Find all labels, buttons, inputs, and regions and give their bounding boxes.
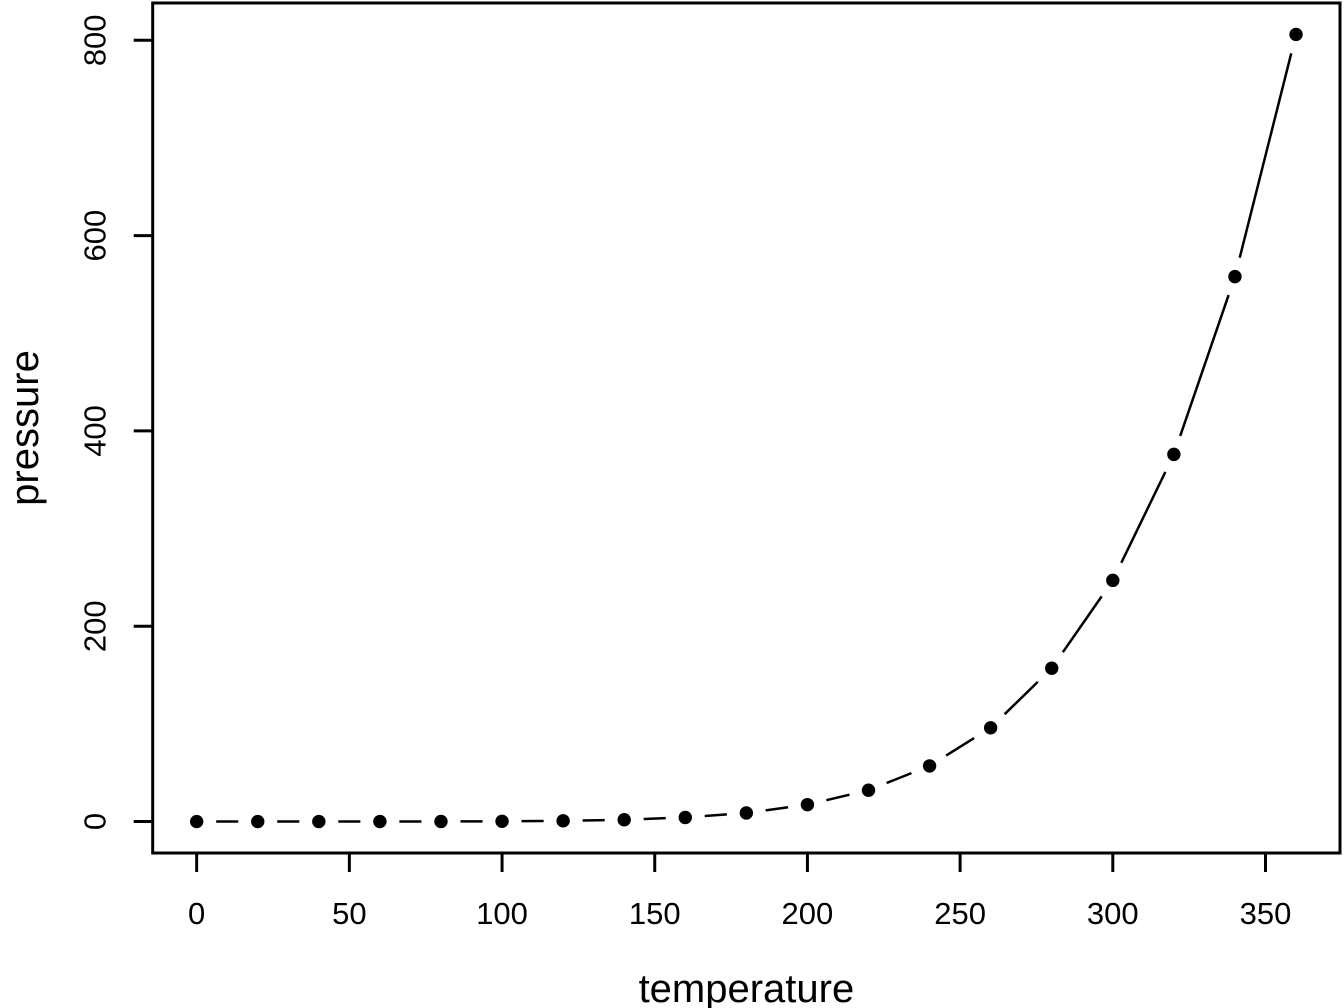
- data-point: [1106, 573, 1120, 588]
- plot-area: 0 50 100 150 200 250 300 350 0 200 400 600 800: [77, 1, 1342, 931]
- data-point: [617, 813, 631, 827]
- data-point: [189, 814, 204, 829]
- data-point: [861, 783, 876, 797]
- x-tick-label: 300: [1087, 896, 1139, 931]
- data-point: [1045, 661, 1059, 675]
- data-point: [1289, 27, 1303, 42]
- data-point: [251, 814, 265, 829]
- series-segment: [945, 737, 975, 757]
- x-tick-label: 250: [934, 896, 986, 931]
- y-tick-label: 600: [77, 210, 112, 262]
- series-segment: [886, 771, 912, 785]
- series-segment: [1179, 294, 1230, 437]
- series-segment: [765, 806, 789, 812]
- data-point: [556, 814, 570, 828]
- series-segment: [643, 816, 666, 821]
- plot-box: [151, 1, 1342, 855]
- series-segment: [826, 793, 850, 802]
- y-tick-label: 400: [77, 405, 112, 457]
- data-point: [678, 810, 692, 825]
- x-tick-label: 0: [188, 896, 205, 931]
- series-segment: [704, 813, 727, 818]
- x-tick-label: 100: [476, 896, 528, 931]
- data-point: [373, 814, 387, 829]
- data-point: [1167, 447, 1181, 462]
- series-segment: [1003, 680, 1039, 716]
- y-tick-label: 0: [77, 813, 112, 830]
- data-point: [800, 797, 815, 812]
- data-point: [983, 721, 998, 735]
- series-segment: [1120, 471, 1167, 564]
- y-tick-label: 200: [77, 600, 112, 652]
- series-segment: [1238, 53, 1293, 259]
- x-tick-label: 150: [629, 896, 681, 931]
- series-segment: [1061, 595, 1103, 653]
- x-tick-label: 350: [1240, 896, 1292, 931]
- x-tick-label: 200: [782, 896, 834, 931]
- y-tick-label: 800: [77, 14, 112, 66]
- x-axis-title: temperature: [639, 967, 855, 1008]
- data-point: [312, 814, 326, 829]
- y-axis-title: pressure: [3, 350, 47, 506]
- data-point: [739, 806, 754, 820]
- x-tick-label: 50: [332, 896, 366, 931]
- data-point: [495, 814, 509, 828]
- data-point: [922, 759, 937, 773]
- data-point: [434, 814, 448, 829]
- data-point: [1228, 269, 1242, 284]
